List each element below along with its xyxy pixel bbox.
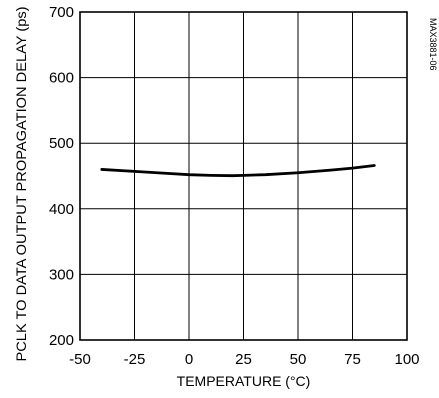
figure-id-annotation: MAX3881-06 bbox=[428, 18, 438, 71]
y-tick-label: 700 bbox=[49, 4, 74, 21]
y-tick-labels: 200 300 400 500 600 700 bbox=[49, 4, 74, 349]
x-tick-label: 0 bbox=[185, 351, 193, 368]
y-tick-label: 500 bbox=[49, 135, 74, 152]
x-tick-label: 25 bbox=[235, 351, 252, 368]
x-tick-label: 100 bbox=[394, 351, 419, 368]
x-axis-title: TEMPERATURE (°C) bbox=[177, 373, 311, 389]
y-axis-title: PCLK TO DATA OUTPUT PROPAGATION DELAY (p… bbox=[13, 7, 29, 362]
x-tick-label: -50 bbox=[69, 351, 91, 368]
x-tick-label: -25 bbox=[124, 351, 146, 368]
x-tick-label: 50 bbox=[290, 351, 307, 368]
x-tick-label: 75 bbox=[344, 351, 361, 368]
y-tick-label: 300 bbox=[49, 266, 74, 283]
y-tick-label: 200 bbox=[49, 332, 74, 349]
series-layer bbox=[100, 164, 376, 178]
y-tick-label: 600 bbox=[49, 70, 74, 87]
plot-frame bbox=[79, 11, 408, 341]
x-tick-labels: -50 -25 0 25 50 75 100 bbox=[69, 351, 419, 368]
y-tick-label: 400 bbox=[49, 201, 74, 218]
grid bbox=[80, 12, 407, 340]
series-line bbox=[100, 164, 376, 178]
